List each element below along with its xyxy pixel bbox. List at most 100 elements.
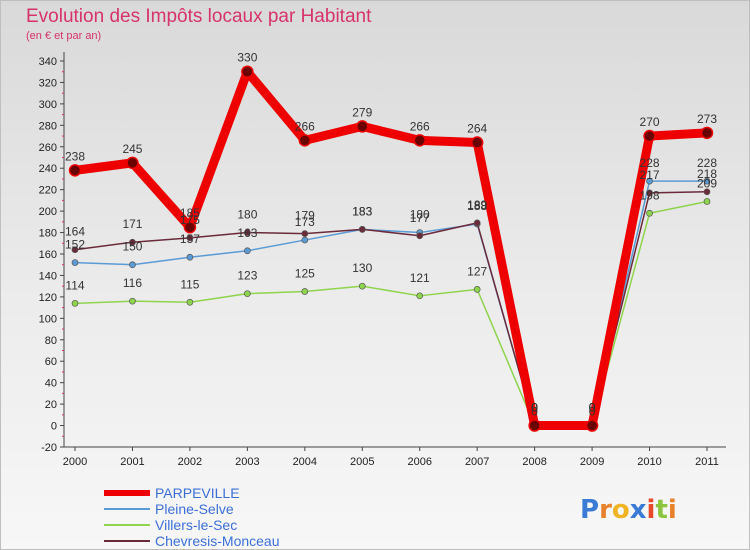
- data-label-villers-le-sec: 0: [589, 401, 596, 415]
- point-pleine-selve: [646, 177, 653, 185]
- data-label-pleine-selve: 228: [697, 156, 717, 170]
- data-label-chevresis-monceau: 189: [467, 198, 487, 212]
- y-tick-label: 180: [39, 228, 57, 240]
- point-parpeville: [183, 220, 197, 234]
- data-label-pleine-selve: 0: [589, 401, 596, 415]
- data-label-pleine-selve: 180: [410, 208, 430, 222]
- x-tick-label: 2000: [63, 456, 87, 468]
- series-line-parpeville: [70, 67, 712, 431]
- point-pleine-selve: [703, 177, 711, 185]
- point-villers-le-sec: [416, 292, 424, 300]
- x-tick-label: 2002: [178, 456, 202, 468]
- data-label-chevresis-monceau: 179: [295, 209, 315, 223]
- point-chevresis-monceau: [71, 246, 79, 254]
- y-tick-label: 120: [39, 292, 57, 304]
- data-label-pleine-selve: 157: [180, 232, 200, 246]
- data-label-chevresis-monceau: 171: [122, 217, 142, 231]
- point-parpeville: [528, 419, 541, 432]
- point-villers-le-sec: [244, 290, 251, 298]
- data-label-chevresis-monceau: 177: [410, 211, 430, 225]
- point-parpeville: [241, 65, 254, 78]
- legend-label-pleine-selve: Pleine-Selve: [155, 501, 234, 517]
- x-tick-label: 2010: [637, 456, 661, 468]
- x-tick-group: 2000 2001 2002 2003 2004 2005 2006 2007 2008 2009…: [63, 447, 719, 468]
- x-tick-label: 2003: [235, 456, 259, 468]
- point-villers-le-sec: [71, 299, 79, 307]
- data-label-villers-le-sec: 116: [123, 276, 142, 290]
- point-villers-le-sec: [703, 198, 711, 205]
- point-pleine-selve: [301, 236, 309, 244]
- y-tick-label: 220: [39, 185, 57, 197]
- point-chevresis-monceau: [416, 232, 424, 240]
- point-pleine-selve: [244, 247, 251, 255]
- chart-subtitle: (en € et par an): [26, 30, 101, 42]
- point-chevresis-monceau: [358, 225, 366, 233]
- data-label-chevresis-monceau: 218: [697, 167, 717, 181]
- y-tick-group: -20 0 20 40 60 80 100 120 140 160 180 200 220 240 260 2…: [39, 56, 64, 454]
- data-label-parpeville: 266: [410, 119, 430, 133]
- point-villers-le-sec: [473, 286, 481, 293]
- point-villers-le-sec: [358, 282, 366, 290]
- point-parpeville: [643, 129, 656, 143]
- data-label-villers-le-sec: 0: [531, 401, 538, 415]
- x-tick-label: 2004: [293, 456, 317, 468]
- legend-label-villers-le-sec: Villers-le-Sec: [155, 517, 237, 533]
- point-villers-le-sec: [186, 298, 194, 306]
- brand-letter: r: [599, 495, 612, 525]
- legend-label-parpeville: PARPEVILLE: [155, 485, 240, 501]
- point-chevresis-monceau: [186, 234, 194, 242]
- data-label-parpeville: 279: [352, 105, 372, 119]
- legend: PARPEVILLE Pleine-Selve Villers-le-Sec C…: [104, 485, 280, 549]
- x-tick-label: 2011: [695, 456, 719, 468]
- data-label-villers-le-sec: 123: [237, 269, 257, 283]
- point-chevresis-monceau: [244, 229, 251, 236]
- point-villers-le-sec: [129, 297, 136, 305]
- data-label-pleine-selve: 173: [295, 215, 315, 229]
- brand-letter: P: [580, 495, 599, 525]
- brand-letter: t: [655, 495, 667, 525]
- data-label-parpeville: 238: [65, 149, 85, 163]
- data-label-pleine-selve: 150: [122, 240, 142, 254]
- point-parpeville: [68, 164, 82, 177]
- data-label-chevresis-monceau: 0: [589, 401, 596, 415]
- data-label-chevresis-monceau: 0: [531, 401, 538, 415]
- point-parpeville: [298, 134, 312, 147]
- y-tick-label: 80: [45, 335, 57, 347]
- y-tick-label: 0: [51, 421, 57, 433]
- y-tick-label: 280: [39, 120, 57, 132]
- y-tick-label: 160: [39, 249, 57, 261]
- point-chevresis-monceau: [301, 230, 309, 237]
- legend-label-chevresis-monceau: Chevresis-Monceau: [155, 533, 280, 549]
- data-label-villers-le-sec: 127: [467, 264, 487, 278]
- data-label-chevresis-monceau: 217: [640, 168, 660, 182]
- y-tick-label: 260: [39, 142, 57, 154]
- point-pleine-selve: [129, 261, 136, 269]
- data-label-parpeville: 0: [589, 405, 596, 419]
- data-label-parpeville: 266: [295, 119, 315, 133]
- x-tick-label: 2007: [465, 456, 489, 468]
- x-tick-label: 2006: [407, 456, 431, 468]
- x-tick-label: 2005: [350, 456, 374, 468]
- data-label-villers-le-sec: 198: [640, 188, 660, 202]
- data-label-chevresis-monceau: 164: [65, 225, 85, 239]
- data-label-parpeville: 270: [640, 115, 660, 129]
- y-tick-label: 340: [39, 56, 57, 68]
- y-tick-label: 320: [39, 77, 57, 89]
- y-tick-label: 140: [39, 270, 57, 282]
- data-label-parpeville: 273: [697, 112, 717, 126]
- y-tick-label: 300: [39, 99, 57, 111]
- data-label-villers-le-sec: 130: [352, 261, 372, 275]
- data-label-pleine-selve: 0: [531, 401, 538, 415]
- point-parpeville: [700, 126, 714, 140]
- y-tick-label: 100: [39, 313, 57, 325]
- data-label-parpeville: 0: [531, 405, 538, 419]
- brand-letter: i: [668, 495, 677, 525]
- chart-title: Evolution des Impôts locaux par Habitant: [26, 6, 372, 27]
- point-pleine-selve: [71, 259, 79, 266]
- data-label-chevresis-monceau: 175: [180, 213, 200, 227]
- point-chevresis-monceau: [129, 238, 136, 246]
- y-tick-label: 200: [39, 206, 57, 218]
- data-label-pleine-selve: 183: [352, 204, 372, 218]
- y-tick-label: -20: [41, 442, 57, 454]
